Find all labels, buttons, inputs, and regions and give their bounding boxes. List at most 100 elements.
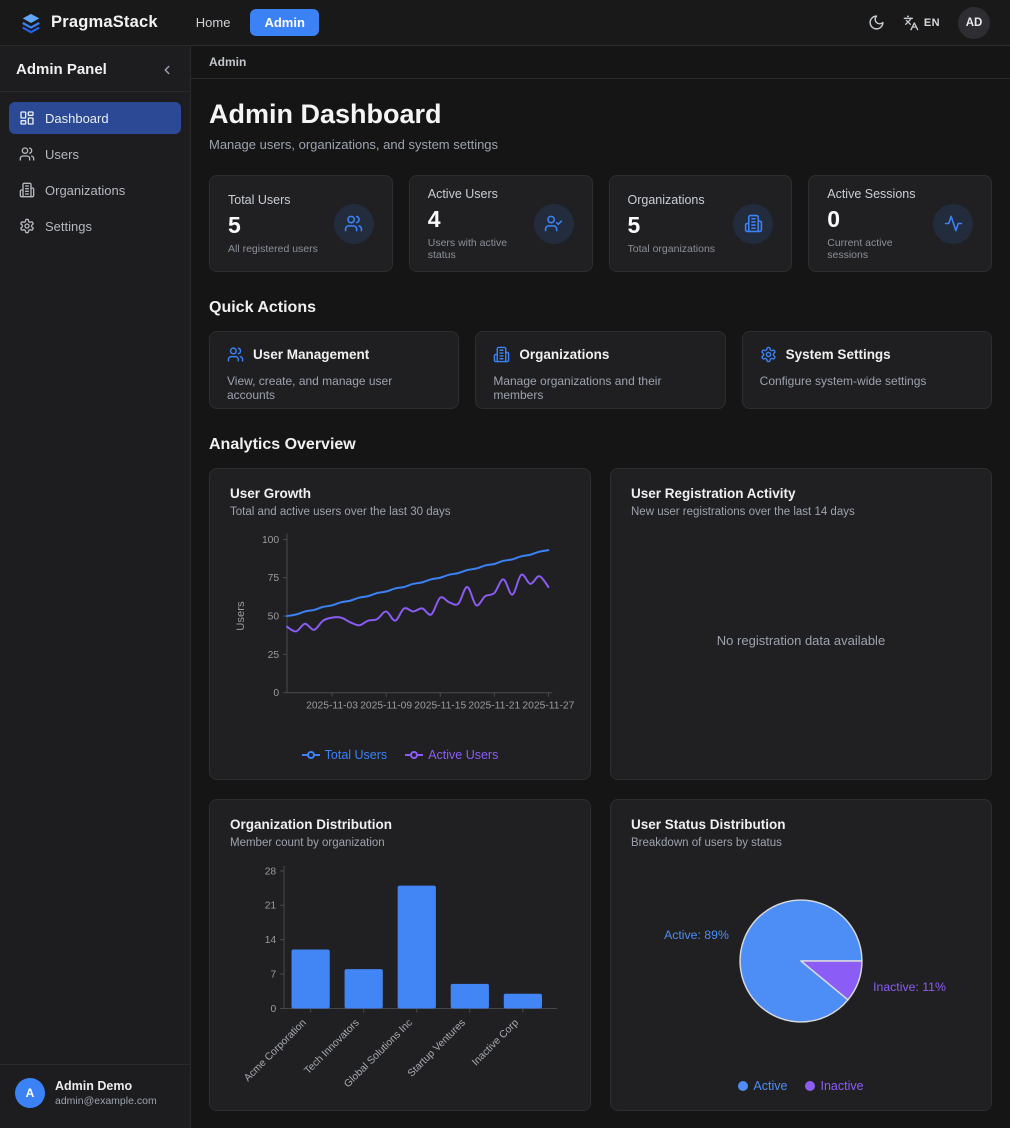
sidebar-item-users[interactable]: Users xyxy=(9,138,181,170)
svg-text:2025-11-03: 2025-11-03 xyxy=(306,700,358,711)
breadcrumb-bar: Admin xyxy=(191,46,1010,79)
analytics-title: Analytics Overview xyxy=(209,436,356,453)
chart-subtitle: Total and active users over the last 30 … xyxy=(230,506,451,518)
nav-link-admin[interactable]: Admin xyxy=(250,9,319,36)
chart-title: User Growth xyxy=(230,486,312,501)
line-marker-icon xyxy=(301,751,320,759)
stat-card-active-users: Active Users 4 Users with active status xyxy=(408,175,593,272)
quick-actions-grid: User Management View, create, and manage… xyxy=(209,331,992,409)
nav-link-home[interactable]: Home xyxy=(195,15,231,30)
quick-action-title: Organizations xyxy=(519,347,610,362)
activity-icon xyxy=(944,215,962,232)
empty-state: No registration data available xyxy=(631,518,971,762)
gear-icon xyxy=(761,346,776,363)
svg-text:2025-11-15: 2025-11-15 xyxy=(414,700,466,711)
locale-label: EN xyxy=(923,16,940,29)
user-avatar[interactable]: AD xyxy=(958,6,990,39)
sidebar-collapse-button[interactable] xyxy=(160,63,174,77)
stat-icon-circle xyxy=(733,203,774,244)
stat-sub: Users with active status xyxy=(427,236,508,261)
avatar: A xyxy=(15,1078,45,1108)
primary-nav: Home Admin xyxy=(186,9,319,36)
top-navbar: PragmaStack Home Admin EN AD xyxy=(0,0,1010,46)
stat-card-total-users: Total Users 5 All registered users xyxy=(209,175,393,272)
stat-label: Active Sessions xyxy=(827,186,916,201)
sidebar-item-dashboard[interactable]: Dashboard xyxy=(9,102,181,134)
brand[interactable]: PragmaStack xyxy=(20,12,158,34)
sidebar-item-label: Dashboard xyxy=(45,110,109,126)
legend-active[interactable]: Active xyxy=(738,1079,787,1093)
dark-mode-toggle[interactable] xyxy=(868,14,885,31)
stat-sub: Current active sessions xyxy=(827,236,893,261)
admin-sidebar: Admin Panel Dashboard Users Organization… xyxy=(0,46,191,1128)
sidebar-header: Admin Panel xyxy=(0,46,190,92)
svg-text:Acme Corporation: Acme Corporation xyxy=(242,1017,309,1084)
sidebar-user-profile[interactable]: A Admin Demo admin@example.com xyxy=(0,1064,190,1128)
layers-logo-icon xyxy=(20,12,42,34)
languages-icon xyxy=(903,15,919,30)
user-check-icon xyxy=(544,215,563,232)
quick-action-user-management[interactable]: User Management View, create, and manage… xyxy=(209,331,460,409)
building-icon xyxy=(494,346,510,363)
stat-icon-circle xyxy=(933,203,973,244)
bar-chart: 0 7 14 21 28 Acme Corporation Tech Innovators G… xyxy=(230,857,570,1093)
empty-state-text: No registration data available xyxy=(716,632,886,648)
building-icon xyxy=(744,214,762,233)
breadcrumb[interactable]: Admin xyxy=(209,55,247,69)
svg-text:Active: 89%: Active: 89% xyxy=(664,928,729,942)
legend-active-users[interactable]: Active Users xyxy=(405,748,498,762)
stat-label: Organizations xyxy=(627,192,705,207)
user-name: Admin Demo xyxy=(55,1079,133,1093)
sidebar-nav: Dashboard Users Organizations Settings xyxy=(0,92,190,252)
users-icon xyxy=(227,347,244,362)
chart-subtitle: Member count by organization xyxy=(230,837,385,849)
chart-title: User Registration Activity xyxy=(631,486,796,501)
sidebar-item-organizations[interactable]: Organizations xyxy=(9,174,181,206)
sidebar-item-settings[interactable]: Settings xyxy=(9,210,181,242)
svg-text:Inactive Corp: Inactive Corp xyxy=(470,1017,521,1068)
stat-card-active-sessions: Active Sessions 0 Current active session… xyxy=(808,175,992,272)
stat-value: 5 xyxy=(627,211,641,238)
quick-action-system-settings[interactable]: System Settings Configure system-wide se… xyxy=(741,331,992,409)
chart-title: User Status Distribution xyxy=(631,817,786,832)
svg-text:2025-11-21: 2025-11-21 xyxy=(468,700,520,711)
stat-label: Active Users xyxy=(427,186,498,201)
quick-action-description: Manage organizations and their members xyxy=(493,374,662,402)
line-chart: 0 25 50 75 100 2025-11-03 2025-11-09 2025-11-15… xyxy=(230,526,575,738)
dashboard-icon xyxy=(20,111,34,125)
stat-label: Total Users xyxy=(228,192,291,207)
stat-icon-circle xyxy=(333,203,374,244)
svg-text:Startup Ventures: Startup Ventures xyxy=(406,1018,468,1080)
quick-action-description: View, create, and manage user accounts xyxy=(227,374,393,402)
legend-total-users[interactable]: Total Users xyxy=(301,748,387,762)
stat-sub: Total organizations xyxy=(627,242,716,255)
quick-action-title: System Settings xyxy=(785,347,891,362)
language-selector[interactable]: EN xyxy=(903,15,940,31)
svg-text:21: 21 xyxy=(265,901,277,912)
chart-card-user-status: User Status Distribution Breakdown of us… xyxy=(610,799,992,1111)
charts-grid: User Growth Total and active users over … xyxy=(209,468,992,1111)
stat-value: 0 xyxy=(827,205,841,232)
line-chart-legend: Total Users Active Users xyxy=(230,748,570,762)
chart-card-user-growth: User Growth Total and active users over … xyxy=(209,468,591,780)
line-marker-icon xyxy=(405,751,424,759)
chart-card-organization-distribution: Organization Distribution Member count b… xyxy=(209,799,591,1111)
svg-text:2025-11-09: 2025-11-09 xyxy=(360,700,412,711)
svg-text:Tech Innovators: Tech Innovators xyxy=(303,1018,362,1077)
chevron-left-icon xyxy=(164,65,170,74)
gear-icon xyxy=(20,218,34,234)
quick-action-organizations[interactable]: Organizations Manage organizations and t… xyxy=(475,331,726,409)
svg-text:28: 28 xyxy=(265,866,277,877)
quick-action-description: Configure system-wide settings xyxy=(759,374,927,388)
legend-inactive[interactable]: Inactive xyxy=(805,1079,864,1093)
svg-text:2025-11-27: 2025-11-27 xyxy=(522,700,574,711)
page-content: Admin Dashboard Manage users, organizati… xyxy=(191,79,1010,1128)
quick-action-title: User Management xyxy=(253,347,370,362)
chart-title: Organization Distribution xyxy=(230,817,392,832)
chart-subtitle: New user registrations over the last 14 … xyxy=(631,506,855,518)
svg-text:14: 14 xyxy=(265,935,277,946)
svg-text:Users: Users xyxy=(235,601,247,631)
stats-grid: Total Users 5 All registered users Activ… xyxy=(209,175,992,272)
stat-value: 4 xyxy=(427,205,441,232)
chart-card-user-registration: User Registration Activity New user regi… xyxy=(610,468,992,780)
